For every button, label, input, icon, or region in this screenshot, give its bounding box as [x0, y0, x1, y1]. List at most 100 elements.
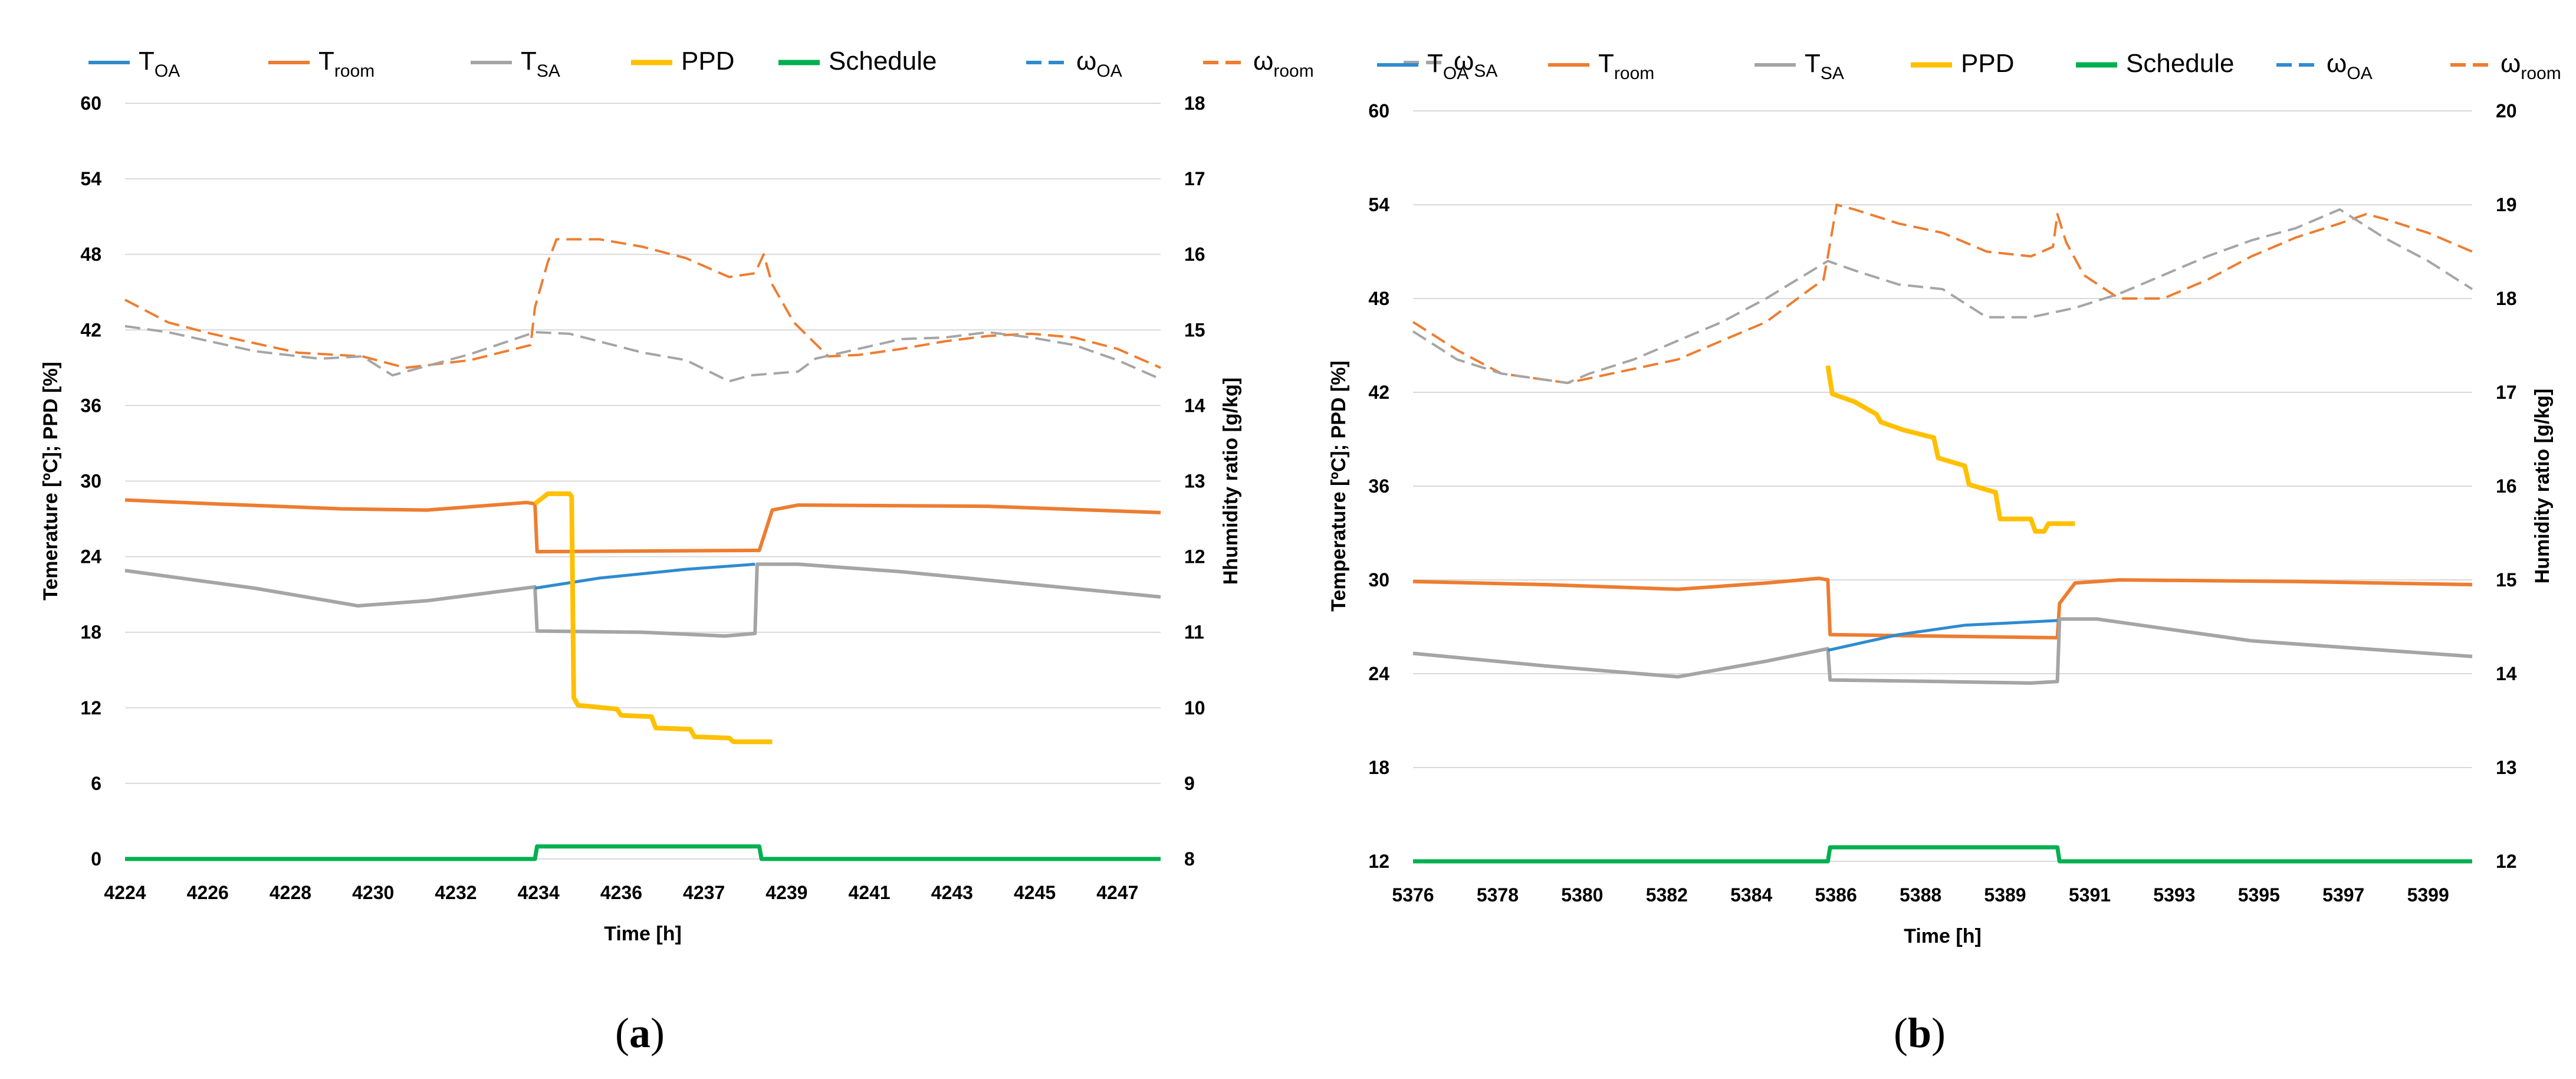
panel-a-legend-label-ppd: PPD: [681, 47, 734, 76]
legend-main: PPD: [681, 47, 734, 76]
panel-b-x-tick-label: 5378: [1477, 884, 1519, 906]
legend-main: ω: [1076, 47, 1096, 76]
panel-a-x-tick-label: 4243: [931, 882, 973, 903]
panel-b-y-tick-label: 36: [1368, 475, 1389, 497]
panel-b-legend-label-w-oa: ωOA: [2327, 49, 2373, 83]
panel-a-legend-label-w-oa: ωOA: [1076, 47, 1122, 81]
panel-a-legend-label-w-room: ωroom: [1253, 47, 1314, 81]
panel-a-y2-tick-label: 18: [1184, 93, 1205, 114]
legend-subscript: OA: [1096, 61, 1122, 81]
legend-subscript: OA: [2347, 64, 2372, 83]
panel-a-x-tick-label: 4239: [765, 882, 807, 903]
panel-b-y2-tick-label: 19: [2496, 194, 2517, 215]
panel-b-y2-tick-label: 12: [2496, 851, 2517, 872]
panel-a-x-tick-label: 4230: [352, 882, 394, 903]
panel-a-x-axis-title: Time [h]: [604, 923, 682, 945]
panel-b-x-axis-title: Time [h]: [1904, 925, 1982, 947]
panel-a-y2-tick-label: 10: [1184, 697, 1205, 719]
legend-main: Schedule: [2126, 49, 2234, 78]
panel-b-series-t-oa: [1827, 619, 2058, 652]
panel-b-legend-label-t-sa: TSA: [1805, 49, 1844, 83]
legend-main: ω: [1454, 47, 1474, 76]
panel-a-y-tick-label: 6: [91, 773, 101, 794]
panel-a-x-tick-label: 4224: [104, 882, 146, 903]
panel-a-y-tick-label: 60: [80, 93, 101, 114]
panel-b-series-w-room: [1412, 204, 2473, 385]
legend-subscript: OA: [1443, 64, 1468, 83]
legend-main: ω: [2327, 49, 2347, 78]
panel-a-x-tick-label: 4232: [435, 882, 477, 903]
panel-b-x-tick-label: 5399: [2407, 884, 2449, 906]
panel-a-legend-label-w-sa: ωSA: [1454, 47, 1497, 81]
panel-b-x-tick-label: 5384: [1730, 884, 1772, 906]
panel-a-x-tick-label: 4226: [187, 882, 229, 903]
panel-b-series-ppd: [1825, 365, 2075, 534]
panel-b-y2-tick-label: 14: [2496, 663, 2517, 684]
panel-b-y2-tick-label: 17: [2496, 382, 2517, 403]
panel-b-x-tick-label: 5389: [1984, 884, 2026, 906]
panel-a-legend-label-t-sa: TSA: [521, 47, 560, 81]
panel-b-x-tick-label: 5395: [2238, 884, 2280, 906]
panel-b-y2-tick-label: 18: [2496, 288, 2517, 309]
panel-b-legend-label-schedule: Schedule: [2126, 49, 2234, 78]
panel-b-y2-axis-title: Humidity ratio [g/kg]: [2531, 389, 2554, 584]
caption-b: (b): [1894, 1009, 1946, 1057]
legend-subscript: room: [1273, 61, 1313, 81]
legend-main: PPD: [1961, 49, 2014, 78]
panel-a-series-t-room: [124, 498, 1161, 554]
panel-a-y-tick-label: 24: [80, 546, 101, 568]
panel-a-y-axis-title: Temerature [ºC]; PPD [%]: [40, 362, 62, 601]
legend-subscript: SA: [1821, 64, 1844, 83]
panel-a-y-tick-label: 12: [80, 697, 101, 719]
panel-a-y-tick-label: 18: [80, 622, 101, 643]
panel-b-y-tick-label: 54: [1368, 194, 1389, 215]
legend-main: ω: [1253, 47, 1273, 76]
legend-main: T: [318, 47, 334, 76]
legend-subscript: room: [2521, 64, 2561, 83]
panel-a-y2-tick-label: 8: [1184, 848, 1195, 870]
panel-a-x-tick-label: 4247: [1096, 882, 1138, 903]
panel-b-x-tick-label: 5376: [1392, 884, 1434, 906]
panel-a-x-tick-label: 4237: [683, 882, 725, 903]
panel-a-x-tick-label: 4228: [270, 882, 311, 903]
panel-b-y2-tick-label: 15: [2496, 569, 2517, 591]
legend-subscript: SA: [1474, 61, 1497, 81]
panel-b-y-tick-label: 42: [1368, 382, 1389, 403]
panel-b-y-tick-label: 18: [1368, 757, 1389, 778]
panel-a-y-tick-label: 0: [91, 848, 101, 870]
panel-b-y-tick-label: 48: [1368, 288, 1389, 309]
panel-a-x-tick-label: 4241: [849, 882, 891, 903]
legend-subscript: room: [334, 61, 374, 81]
panel-b-x-tick-label: 5391: [2069, 884, 2111, 906]
panel-a-series-t-sa: [124, 562, 1161, 638]
panel-b-series-t-room: [1412, 576, 2473, 639]
legend-main: T: [139, 47, 155, 76]
panel-a-legend-label-schedule: Schedule: [829, 47, 937, 76]
panel-a-legend-label-t-oa: TOA: [139, 47, 180, 81]
panel-a-legend-label-t-room: Troom: [318, 47, 374, 81]
panel-b-y2-tick-label: 20: [2496, 100, 2517, 122]
legend-subscript: OA: [155, 61, 180, 81]
panel-a-y-tick-label: 36: [80, 395, 101, 416]
panel-a-y-tick-label: 42: [80, 319, 101, 340]
panel-a-y2-tick-label: 12: [1184, 546, 1205, 568]
panel-a-y2-axis-title: Hhumidity ratio [g/kg]: [1220, 378, 1242, 585]
panel-b-legend-label-ppd: PPD: [1961, 49, 2014, 78]
panel-a-series-w-room: [124, 238, 1161, 369]
panel-b-legend-label-t-oa: TOA: [1427, 49, 1468, 83]
panel-a-y-tick-label: 48: [80, 244, 101, 265]
panel-b-legend-label-t-room: Troom: [1598, 49, 1654, 83]
caption-a-letter: a: [629, 1009, 650, 1057]
panel-b-y-axis-title: Temperature [ºC]; PPD [%]: [1328, 360, 1350, 612]
legend-subscript: room: [1614, 64, 1654, 83]
legend-main: T: [521, 47, 537, 76]
legend-main: Schedule: [829, 47, 937, 76]
panel-b-y2-tick-label: 13: [2496, 757, 2517, 778]
panel-b-series-w-sa: [1412, 208, 2473, 385]
panel-a-series-ppd: [533, 491, 773, 745]
panel-a-series-w-sa: [124, 324, 1161, 383]
panel-b-x-tick-label: 5380: [1561, 884, 1603, 906]
legend-main: ω: [2501, 49, 2521, 78]
panel-b-x-tick-label: 5388: [1900, 884, 1941, 906]
panel-b-x-tick-label: 5393: [2153, 884, 2195, 906]
